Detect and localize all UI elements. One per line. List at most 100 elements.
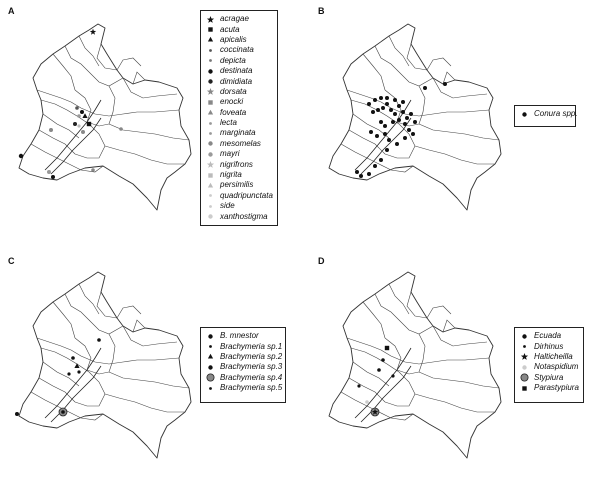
legend-label: nigrita [220,170,242,180]
occurrence-marker [77,114,81,118]
legend-label: nigrifrons [220,159,253,169]
legend-label: foveata [220,107,247,117]
occurrence-marker [97,338,101,342]
panel-d-map [328,271,502,459]
department-border [406,43,428,71]
legend-item: lecta [206,118,273,128]
panel-a-letter: A [8,6,15,16]
small-dot-icon [209,194,212,198]
department-border [96,43,118,71]
small-dot-icon [206,129,215,138]
triangle-icon [206,352,215,361]
legend-item: acuta [206,24,273,34]
department-border [122,325,178,347]
department-border [122,77,178,99]
occurrence-marker [67,372,71,376]
panel-b-legend: Conura spp. [514,105,578,127]
department-border [362,53,386,91]
dot-icon [520,110,529,119]
occurrence-marker [367,102,371,106]
legend-label: B. mnestor [220,331,259,341]
panel-a-map [18,23,192,211]
river-line [354,347,412,419]
river-line [360,117,412,175]
occurrence-marker [18,153,24,159]
occurrence-marker [379,158,383,162]
small-dot-icon [209,204,212,208]
small-dot-icon [209,345,212,348]
department-border [64,45,90,73]
department-border [340,143,380,165]
department-border [52,301,76,339]
department-border [42,113,80,139]
occurrence-marker [381,106,385,110]
department-border [348,129,386,155]
legend-item: marginata [206,128,273,138]
square-icon [206,98,215,107]
department-border [96,291,118,319]
small-dot-icon [209,386,212,390]
small-dot-icon [523,345,526,348]
department-border [104,393,185,413]
department-border [74,145,106,159]
department-border [350,99,388,117]
department-border [378,411,414,421]
river-line [44,99,102,171]
legend-label: persimilis [220,180,254,190]
occurrence-marker [51,175,55,179]
legend-label: xanthostigma [220,211,268,221]
department-border [406,291,428,319]
department-border [104,145,185,165]
occurrence-marker [73,122,77,126]
occurrence-marker [77,370,81,374]
square-icon [206,25,215,34]
department-border [384,145,416,159]
legend-item: destinata [206,66,273,76]
department-border [116,305,142,319]
triangle-icon [206,108,215,117]
dot-icon [206,212,215,221]
river-line [50,117,102,175]
department-border [132,319,146,333]
triangle-icon [207,354,214,359]
dot-icon [208,214,213,219]
occurrence-marker [409,112,413,116]
legend-item: apicalis [206,35,273,45]
occurrence-marker [61,410,65,414]
dot-icon [208,333,213,339]
star-icon [206,15,215,24]
department-border [78,35,100,67]
department-border [108,333,116,373]
star-icon [206,88,215,96]
department-border [414,145,495,165]
occurrence-marker [80,110,84,114]
occurrence-marker [383,132,387,136]
triangle-icon [206,181,215,190]
legend-item: coccinata [206,45,273,55]
legend-label: Dirhinus [534,341,564,351]
department-border [68,411,104,421]
occurrence-marker [47,170,51,174]
star-icon [520,352,529,361]
small-dot-icon [206,342,215,351]
dot-icon [208,365,213,370]
occurrence-marker [391,120,395,124]
legend-label: lecta [220,118,237,128]
occurrence-marker [49,128,53,132]
occurrence-marker [365,400,369,404]
legend-item: acragae [206,14,273,24]
occurrence-marker [401,110,405,114]
small-dot-icon [209,121,212,125]
legend-item: Brachymeria sp.1 [206,341,282,351]
legend-item: quadripunctata [206,191,273,201]
small-dot-icon [209,48,212,52]
panel-c-letter: C [8,256,15,266]
department-border [396,369,420,375]
river-line [44,347,102,419]
legend-item: dorsata [206,87,273,97]
occurrence-marker [373,164,377,168]
department-border [36,337,72,351]
dot-icon [522,111,527,117]
legend-item: Brachymeria sp.3 [206,362,282,372]
legend-item: nigrita [206,170,273,180]
